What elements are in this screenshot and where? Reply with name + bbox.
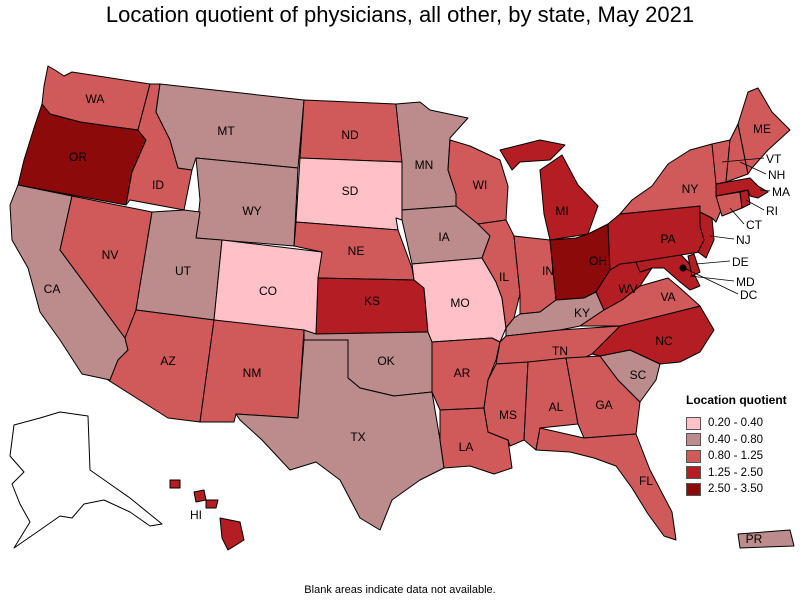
state-label-az: AZ <box>160 354 175 368</box>
legend-item: 0.20 - 0.40 <box>686 415 796 432</box>
state-label-id: ID <box>152 178 164 192</box>
leader-line-dc <box>683 267 739 295</box>
state-label-vt: VT <box>766 152 782 166</box>
state-tx <box>235 339 445 531</box>
state-ms <box>483 361 529 447</box>
state-pr <box>737 529 795 549</box>
state-dc-marker <box>679 264 687 272</box>
state-label-mn: MN <box>415 158 434 172</box>
state-label-il: IL <box>499 270 509 284</box>
state-nj <box>697 211 715 259</box>
legend-swatch <box>686 449 701 463</box>
state-label-ma: MA <box>772 185 790 199</box>
state-label-md: MD <box>736 275 755 289</box>
state-label-al: AL <box>549 400 564 414</box>
legend-swatch <box>686 482 701 496</box>
state-label-co: CO <box>259 284 277 298</box>
state-label-pa: PA <box>660 232 675 246</box>
state-label-ny: NY <box>682 182 699 196</box>
state-label-me: ME <box>753 122 771 136</box>
state-label-ia: IA <box>438 230 449 244</box>
state-label-oh: OH <box>589 254 607 268</box>
state-me <box>737 87 791 175</box>
state-label-in: IN <box>542 264 554 278</box>
footnote: Blank areas indicate data not available. <box>304 584 496 596</box>
state-label-ar: AR <box>454 366 471 380</box>
leader-line-md <box>689 275 735 282</box>
legend-item: 2.50 - 3.50 <box>686 481 796 498</box>
state-label-nm: NM <box>243 366 262 380</box>
leader-line-nh <box>739 161 767 175</box>
state-label-mo: MO <box>450 296 469 310</box>
state-label-ms: MS <box>499 408 517 422</box>
state-ak <box>9 411 163 549</box>
legend: Location quotient 0.20 - 0.40 0.40 - 0.8… <box>686 393 796 498</box>
state-label-hi: HI <box>190 508 202 522</box>
state-label-ga: GA <box>595 398 612 412</box>
state-mi <box>499 139 599 241</box>
state-de <box>687 253 701 277</box>
state-wy <box>195 157 299 247</box>
state-ma <box>715 177 769 199</box>
state-label-ne: NE <box>348 244 365 258</box>
state-label-tn: TN <box>552 344 568 358</box>
state-label-mi: MI <box>555 204 568 218</box>
state-hi <box>169 479 245 551</box>
state-label-sc: SC <box>630 368 647 382</box>
legend-swatch <box>686 416 701 430</box>
legend-swatch <box>686 466 701 480</box>
legend-label: 0.40 - 0.80 <box>708 433 763 446</box>
state-label-fl: FL <box>639 474 653 488</box>
leader-line-de <box>695 260 731 265</box>
state-label-ky: KY <box>574 306 590 320</box>
leader-line-ma <box>759 189 771 192</box>
legend-item: 0.80 - 1.25 <box>686 448 796 465</box>
state-label-de: DE <box>732 255 749 269</box>
map-title: Location quotient of physicians, all oth… <box>105 2 695 27</box>
state-label-wy: WY <box>242 204 261 218</box>
legend-label: 0.80 - 1.25 <box>708 450 763 463</box>
state-label-tx: TX <box>350 430 365 444</box>
state-md <box>635 253 701 291</box>
state-label-mt: MT <box>217 124 235 138</box>
state-label-dc: DC <box>740 288 758 302</box>
state-fl <box>535 427 677 541</box>
leader-line-nj <box>709 235 735 240</box>
state-label-nh: NH <box>768 168 785 182</box>
legend-label: 0.20 - 0.40 <box>708 417 763 430</box>
legend-swatch <box>686 433 701 447</box>
state-label-nc: NC <box>655 334 673 348</box>
state-label-va: VA <box>660 290 675 304</box>
state-label-nj: NJ <box>736 233 751 247</box>
state-label-or: OR <box>69 150 87 164</box>
state-label-sd: SD <box>342 184 359 198</box>
state-label-wa: WA <box>86 92 105 106</box>
legend-label: 1.25 - 2.50 <box>708 466 763 479</box>
legend-item: 1.25 - 2.50 <box>686 465 796 482</box>
state-label-ut: UT <box>175 264 192 278</box>
leader-line-vt <box>721 157 765 163</box>
state-label-wi: WI <box>473 178 488 192</box>
legend-item: 0.40 - 0.80 <box>686 432 796 449</box>
state-label-la: LA <box>459 440 474 454</box>
state-label-ok: OK <box>377 354 394 368</box>
state-label-pr: PR <box>746 532 763 546</box>
state-label-nv: NV <box>102 248 119 262</box>
legend-title: Location quotient <box>686 393 787 407</box>
state-label-wv: WV <box>618 282 637 296</box>
state-label-ri: RI <box>766 204 778 218</box>
state-label-nd: ND <box>341 128 359 142</box>
legend-label: 2.50 - 3.50 <box>708 483 763 496</box>
state-label-ks: KS <box>364 294 380 308</box>
state-label-ca: CA <box>44 282 61 296</box>
state-label-ct: CT <box>746 218 763 232</box>
leader-line-ri <box>745 199 765 211</box>
leader-line-ct <box>729 207 745 225</box>
